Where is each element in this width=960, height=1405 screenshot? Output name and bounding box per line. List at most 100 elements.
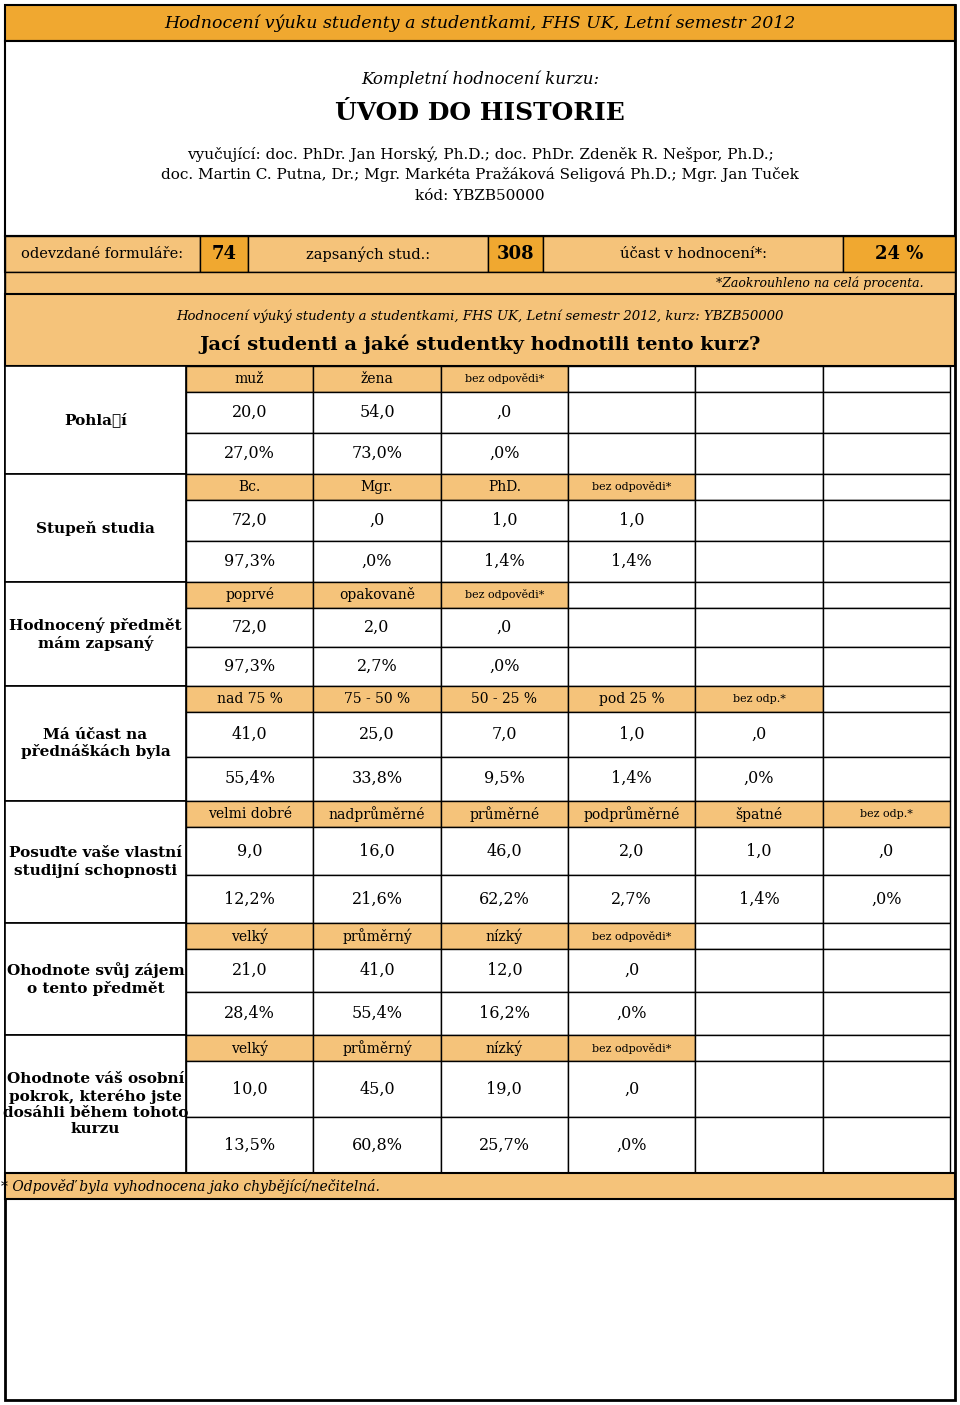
Bar: [441, 756, 568, 801]
Text: 75 - 50 %: 75 - 50 %: [344, 693, 410, 705]
Bar: [695, 686, 823, 712]
Text: 12,0: 12,0: [487, 962, 522, 979]
Bar: [441, 712, 568, 756]
Bar: [823, 1035, 950, 1061]
Bar: [186, 756, 313, 801]
Text: velmi dobré: velmi dobré: [207, 806, 292, 821]
Text: 1,4%: 1,4%: [738, 891, 780, 908]
Text: ,0%: ,0%: [616, 1137, 647, 1154]
Bar: [313, 646, 441, 686]
Bar: [186, 392, 313, 433]
Bar: [823, 686, 950, 712]
Bar: [313, 992, 441, 1035]
Bar: [568, 1035, 695, 1061]
Bar: [695, 582, 823, 608]
Text: 16,2%: 16,2%: [479, 1005, 530, 1021]
Text: 1,4%: 1,4%: [612, 770, 652, 787]
Text: bez odpovědi*: bez odpovědi*: [592, 1043, 671, 1054]
Text: 1,4%: 1,4%: [484, 554, 525, 570]
Bar: [568, 365, 695, 392]
Bar: [441, 948, 568, 992]
Bar: [568, 801, 695, 828]
Bar: [695, 1035, 823, 1061]
Text: opakovaně: opakovaně: [339, 587, 415, 603]
Bar: [568, 712, 695, 756]
Text: 60,8%: 60,8%: [351, 1137, 402, 1154]
Text: 1,0: 1,0: [492, 511, 517, 530]
Bar: [823, 473, 950, 500]
Text: Ohodnote svůj zájem
o tento předmět: Ohodnote svůj zájem o tento předmět: [7, 962, 184, 996]
Bar: [441, 992, 568, 1035]
Text: nad 75 %: nad 75 %: [217, 693, 282, 705]
Bar: [5, 923, 186, 1035]
Text: 19,0: 19,0: [487, 1080, 522, 1097]
Bar: [5, 1035, 186, 1173]
Text: 41,0: 41,0: [359, 962, 395, 979]
Text: ,0%: ,0%: [489, 445, 519, 462]
Bar: [823, 712, 950, 756]
Bar: [843, 236, 955, 273]
Bar: [568, 828, 695, 875]
Bar: [441, 582, 568, 608]
Bar: [186, 712, 313, 756]
Bar: [823, 500, 950, 541]
Bar: [823, 541, 950, 582]
Bar: [313, 541, 441, 582]
Bar: [313, 1035, 441, 1061]
Bar: [823, 828, 950, 875]
Bar: [695, 392, 823, 433]
Text: bez odpovědi*: bez odpovědi*: [465, 374, 544, 385]
Bar: [313, 756, 441, 801]
Bar: [695, 1061, 823, 1117]
Bar: [313, 433, 441, 473]
Bar: [441, 828, 568, 875]
Bar: [441, 646, 568, 686]
Text: ,0%: ,0%: [871, 891, 901, 908]
Bar: [5, 1173, 955, 1198]
Text: pod 25 %: pod 25 %: [599, 693, 664, 705]
Bar: [823, 992, 950, 1035]
Text: Hodnocení výuký studenty a studentkami, FHS UK, Letní semestr 2012, kurz: YBZB50: Hodnocení výuký studenty a studentkami, …: [177, 309, 783, 323]
Bar: [568, 992, 695, 1035]
Bar: [186, 1117, 313, 1173]
Text: špatné: špatné: [735, 806, 782, 822]
Bar: [5, 236, 955, 273]
Bar: [441, 500, 568, 541]
Bar: [695, 500, 823, 541]
Bar: [568, 923, 695, 948]
Bar: [313, 365, 441, 392]
Bar: [568, 948, 695, 992]
Text: ,0: ,0: [370, 511, 385, 530]
Bar: [313, 608, 441, 646]
Text: Posuďte vaše vlastní
studijní schopnosti: Posuďte vaše vlastní studijní schopnosti: [9, 846, 182, 878]
Text: Jací studenti a jaké studentky hodnotili tento kurz?: Jací studenti a jaké studentky hodnotili…: [200, 334, 760, 354]
Bar: [695, 646, 823, 686]
Bar: [488, 236, 543, 273]
Text: vyučující: doc. PhDr. Jan Horský, Ph.D.; doc. PhDr. Zdeněk R. Nešpor, Ph.D.;: vyučující: doc. PhDr. Jan Horský, Ph.D.;…: [186, 146, 774, 162]
Text: ,0%: ,0%: [489, 658, 519, 674]
Bar: [5, 41, 955, 236]
Bar: [441, 433, 568, 473]
Text: 33,8%: 33,8%: [351, 770, 402, 787]
Text: Ohodnote váš osobní
pokrok, kterého jste
dosáhli během tohoto
kurzu: Ohodnote váš osobní pokrok, kterého jste…: [3, 1072, 188, 1135]
Bar: [695, 992, 823, 1035]
Text: 1,4%: 1,4%: [612, 554, 652, 570]
Bar: [313, 582, 441, 608]
Text: 21,0: 21,0: [232, 962, 268, 979]
Bar: [186, 828, 313, 875]
Text: 1,0: 1,0: [746, 843, 772, 860]
Text: 2,7%: 2,7%: [356, 658, 397, 674]
Text: bez odpovědi*: bez odpovědi*: [592, 482, 671, 493]
Bar: [695, 473, 823, 500]
Bar: [695, 875, 823, 923]
Text: velký: velký: [231, 1040, 268, 1055]
Text: 2,0: 2,0: [364, 620, 390, 636]
Bar: [695, 541, 823, 582]
Text: ÚVOD DO HISTORIE: ÚVOD DO HISTORIE: [335, 101, 625, 125]
Bar: [695, 756, 823, 801]
Bar: [568, 473, 695, 500]
Bar: [313, 1061, 441, 1117]
Bar: [823, 365, 950, 392]
Bar: [823, 646, 950, 686]
Text: Kompletní hodnocení kurzu:: Kompletní hodnocení kurzu:: [361, 70, 599, 87]
